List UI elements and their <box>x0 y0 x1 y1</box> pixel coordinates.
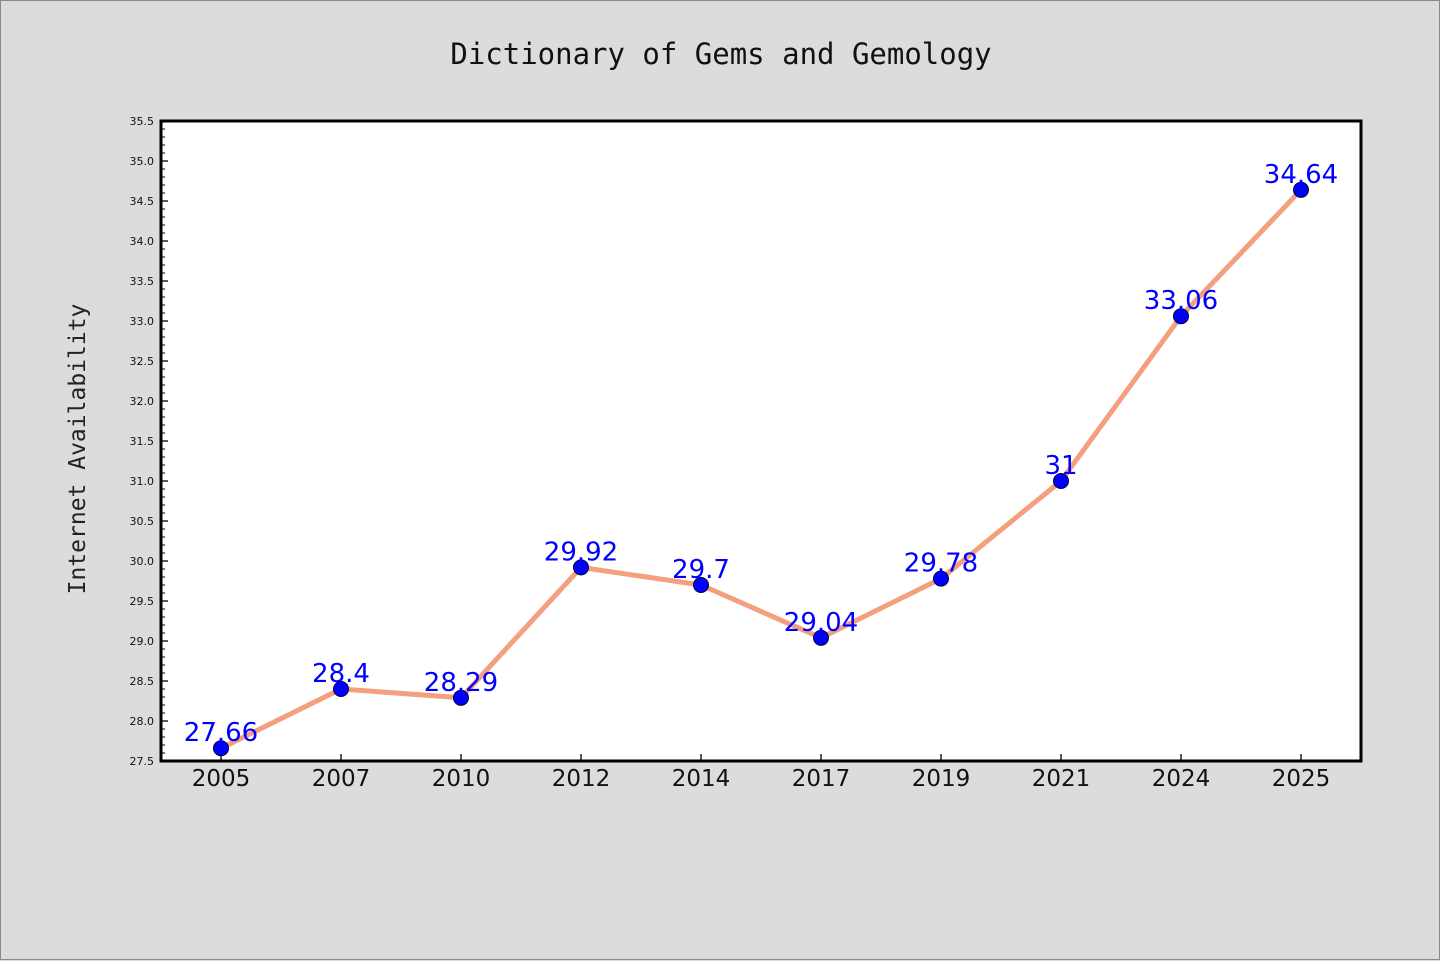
y-axis: 27.5 28.0 28.5 29.0 29.5 30.0 30.5 31.0 31.5 32.0… <box>130 115 168 768</box>
data-point <box>813 629 829 646</box>
data-label: 29.78 <box>904 549 978 579</box>
x-tick-label: 2005 <box>192 766 251 792</box>
y-tick-label: 32.0 <box>130 395 155 408</box>
y-tick-label: 28.0 <box>130 715 155 728</box>
data-point <box>333 681 349 697</box>
y-tick-label: 31.5 <box>130 435 155 448</box>
data-label: 29.92 <box>544 537 618 567</box>
data-point <box>1293 181 1309 198</box>
x-axis: 2005 2007 2010 2012 2014 2017 2019 2021 2024 2025 <box>192 754 1331 792</box>
series-line-group: 27.66 28.4 28.29 29.92 29.7 29.04 29.78 31 33.06… <box>184 160 1338 757</box>
data-point <box>1053 473 1069 489</box>
y-tick-label: 29.5 <box>130 595 155 608</box>
y-tick-label: 33.0 <box>130 315 155 328</box>
y-axis-label: Internet Availability <box>65 304 91 595</box>
y-tick-label: 30.0 <box>130 555 155 568</box>
y-tick-label: 32.5 <box>130 355 155 368</box>
data-point <box>453 689 469 706</box>
data-label: 33.06 <box>1144 286 1218 316</box>
data-label: 34.64 <box>1264 160 1338 190</box>
x-tick-label: 2007 <box>312 766 371 792</box>
y-tick-label: 28.5 <box>130 675 155 688</box>
data-label: 29.7 <box>672 555 730 585</box>
y-tick-label: 35.5 <box>130 115 155 128</box>
y-tick-label: 27.5 <box>130 755 155 768</box>
y-tick-label: 29.0 <box>130 635 155 648</box>
data-point <box>213 740 229 757</box>
y-tick-label: 34.0 <box>130 235 155 248</box>
data-label: 28.29 <box>424 668 498 698</box>
data-label: 27.66 <box>184 718 258 748</box>
x-tick-label: 2019 <box>912 766 971 792</box>
x-tick-label: 2014 <box>672 766 731 792</box>
y-tick-label: 33.5 <box>130 275 155 288</box>
data-label: 31 <box>1044 451 1077 481</box>
x-tick-label: 2012 <box>552 766 611 792</box>
x-tick-label: 2025 <box>1272 766 1331 792</box>
x-tick-label: 2024 <box>1152 766 1211 792</box>
data-point <box>573 559 589 576</box>
data-label: 28.4 <box>312 659 370 689</box>
x-tick-label: 2017 <box>792 766 851 792</box>
data-point <box>933 570 949 587</box>
x-tick-label: 2010 <box>432 766 491 792</box>
data-label: 29.04 <box>784 608 858 638</box>
y-tick-label: 35.0 <box>130 155 155 168</box>
chart-title: Dictionary of Gems and Gemology <box>450 37 991 71</box>
x-tick-label: 2021 <box>1032 766 1091 792</box>
y-tick-label: 34.5 <box>130 195 155 208</box>
data-point <box>693 577 709 593</box>
plot-area <box>159 119 1363 763</box>
y-tick-label: 30.5 <box>130 515 155 528</box>
data-point <box>1173 308 1189 325</box>
y-tick-label: 31.0 <box>130 475 155 488</box>
series-line <box>218 187 1304 751</box>
